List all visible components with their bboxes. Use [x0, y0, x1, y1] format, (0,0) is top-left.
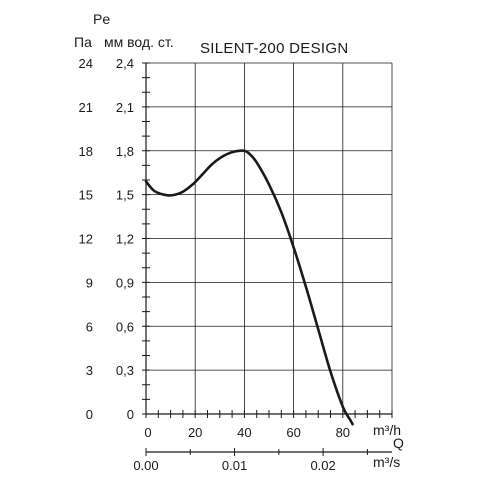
y-left-tick-label: 12 — [79, 232, 93, 247]
chart-title: SILENT-200 DESIGN — [200, 40, 349, 57]
x-bottom-tick-label: 0.02 — [310, 458, 335, 473]
x-axis-symbol: Q — [393, 435, 404, 451]
y-right-tick-label: 1,5 — [116, 188, 134, 203]
y-left-tick-label: 6 — [86, 319, 93, 334]
y-right-tick-label: 1,8 — [116, 144, 134, 159]
x-top-tick-label: 20 — [188, 425, 202, 440]
y-left-tick-label: 3 — [86, 363, 93, 378]
y-left-tick-label: 24 — [79, 56, 93, 71]
x-top-tick-label: 80 — [336, 425, 350, 440]
y-left-tick-label: 18 — [79, 144, 93, 159]
pressure-flow-curve — [144, 149, 354, 426]
y-left-tick-label: 0 — [86, 407, 93, 422]
x-top-tick-label: 60 — [286, 425, 300, 440]
y-right-tick-label: 0 — [127, 407, 134, 422]
y-left-tick-label: 15 — [79, 188, 93, 203]
y-right-axis-unit: мм вод. ст. — [104, 34, 174, 50]
y-right-tick-label: 0,6 — [116, 319, 134, 334]
x-bottom-tick-label: 0.00 — [133, 458, 158, 473]
y-right-tick-label: 1,2 — [116, 232, 134, 247]
x-bottom-axis-unit: m³/s — [373, 454, 400, 470]
y-axis-symbol: Pe — [93, 11, 110, 27]
x-top-tick-label: 40 — [237, 425, 251, 440]
y-right-tick-label: 2,1 — [116, 100, 134, 115]
y-left-axis-unit: Па — [74, 34, 92, 50]
y-right-tick-label: 0,9 — [116, 275, 134, 290]
x-top-axis-unit: m³/h — [373, 422, 401, 438]
y-left-tick-label: 21 — [79, 100, 93, 115]
x-bottom-tick-label: 0.01 — [222, 458, 247, 473]
y-right-tick-label: 0,3 — [116, 363, 134, 378]
x-top-tick-label: 0 — [144, 425, 151, 440]
y-left-tick-label: 9 — [86, 275, 93, 290]
y-right-tick-label: 2,4 — [116, 56, 134, 71]
